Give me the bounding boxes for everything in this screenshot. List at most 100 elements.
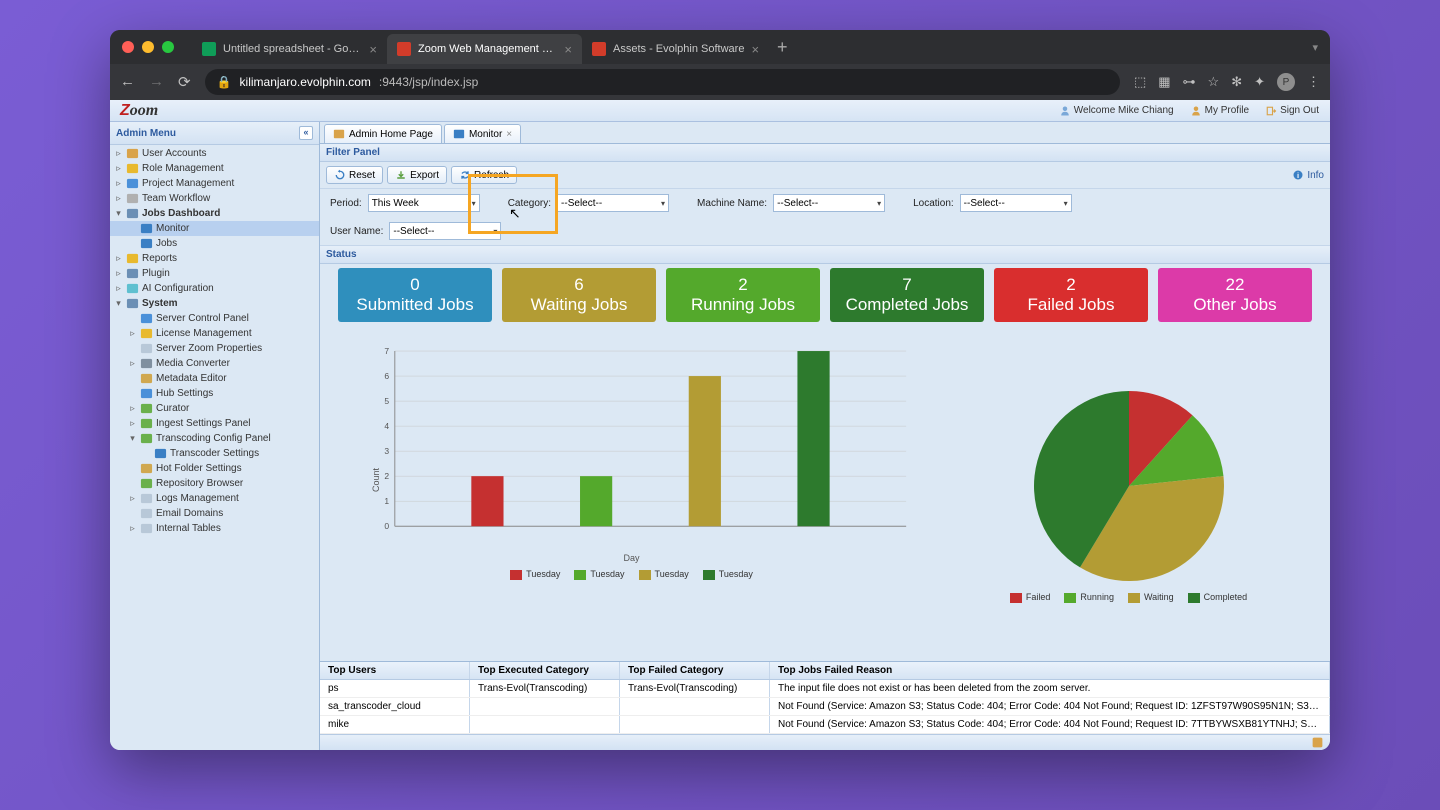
back-button[interactable]: ← bbox=[120, 73, 135, 91]
reset-button[interactable]: Reset bbox=[326, 166, 383, 184]
period-select[interactable]: This Week bbox=[368, 194, 480, 212]
nav-item[interactable]: ▹Plugin bbox=[110, 266, 319, 281]
filter-panel-title: Filter Panel bbox=[320, 144, 1330, 162]
location-select[interactable]: --Select-- bbox=[960, 194, 1072, 212]
sidebar-collapse-button[interactable]: « bbox=[299, 126, 313, 140]
new-tab-button[interactable]: + bbox=[769, 37, 796, 58]
my-profile-link[interactable]: My Profile bbox=[1183, 102, 1256, 120]
app-header: Zoom Welcome Mike Chiang My Profile Sign… bbox=[110, 100, 1330, 122]
ext-icon[interactable]: ✻ bbox=[1231, 74, 1242, 90]
column-header[interactable]: Top Failed Category bbox=[620, 662, 770, 679]
nav-item[interactable]: ▹License Management bbox=[110, 326, 319, 341]
status-bar bbox=[320, 734, 1330, 750]
nav-item[interactable]: ▹Reports bbox=[110, 251, 319, 266]
nav-item[interactable]: Server Control Panel bbox=[110, 311, 319, 326]
browser-tab[interactable]: Zoom Web Management Conso× bbox=[387, 34, 582, 64]
column-header[interactable]: Top Executed Category bbox=[470, 662, 620, 679]
menu-icon[interactable]: ⋮ bbox=[1307, 74, 1320, 90]
period-label: Period: bbox=[330, 198, 362, 209]
nav-item[interactable]: ▹Internal Tables bbox=[110, 521, 319, 536]
address-bar[interactable]: 🔒 kilimanjaro.evolphin.com:9443/jsp/inde… bbox=[205, 69, 1120, 95]
nav-item[interactable]: Jobs bbox=[110, 236, 319, 251]
app-logo: Zoom bbox=[114, 102, 158, 120]
sidebar-title: Admin Menu « bbox=[110, 122, 319, 145]
refresh-button[interactable]: Refresh bbox=[451, 166, 517, 184]
star-icon[interactable]: ☆ bbox=[1208, 74, 1220, 90]
location-label: Location: bbox=[913, 198, 954, 209]
browser-tab-strip: Untitled spreadsheet - Google×Zoom Web M… bbox=[192, 30, 769, 64]
nav-item[interactable]: ▹Project Management bbox=[110, 176, 319, 191]
nav-item[interactable]: ▹Logs Management bbox=[110, 491, 319, 506]
nav-item[interactable]: ▹Role Management bbox=[110, 161, 319, 176]
browser-tab[interactable]: Untitled spreadsheet - Google× bbox=[192, 34, 387, 64]
export-button[interactable]: Export bbox=[387, 166, 447, 184]
status-card[interactable]: 6Waiting Jobs bbox=[502, 268, 656, 322]
nav-item[interactable]: ▹Media Converter bbox=[110, 356, 319, 371]
nav-item[interactable]: Repository Browser bbox=[110, 476, 319, 491]
svg-text:1: 1 bbox=[384, 496, 389, 506]
info-link[interactable]: iInfo bbox=[1292, 169, 1324, 181]
column-header[interactable]: Top Users bbox=[320, 662, 470, 679]
pie-chart: FailedRunningWaitingCompleted bbox=[945, 336, 1312, 653]
svg-text:4: 4 bbox=[384, 421, 389, 431]
nav-item[interactable]: ▾System bbox=[110, 296, 319, 311]
bottom-table: Top UsersTop Executed CategoryTop Failed… bbox=[320, 661, 1330, 734]
svg-text:6: 6 bbox=[384, 371, 389, 381]
status-card[interactable]: 2Failed Jobs bbox=[994, 268, 1148, 322]
status-card[interactable]: 22Other Jobs bbox=[1158, 268, 1312, 322]
filter-fields: Period:This Week Category:--Select-- Mac… bbox=[320, 189, 1330, 246]
nav-item[interactable]: Transcoder Settings bbox=[110, 446, 319, 461]
pie-legend: FailedRunningWaitingCompleted bbox=[1010, 592, 1247, 603]
user-select[interactable]: --Select-- bbox=[389, 222, 501, 240]
machine-select[interactable]: --Select-- bbox=[773, 194, 885, 212]
status-title: Status bbox=[320, 246, 1330, 264]
nav-item[interactable]: Monitor bbox=[110, 221, 319, 236]
nav-item[interactable]: ▹Ingest Settings Panel bbox=[110, 416, 319, 431]
table-body: psTrans-Evol(Transcoding)Trans-Evol(Tran… bbox=[320, 680, 1330, 734]
bar-chart: Count 01234567 Day TuesdayTuesdayTuesday… bbox=[338, 336, 925, 653]
traffic-lights[interactable] bbox=[122, 41, 174, 53]
key-icon[interactable]: ⊶ bbox=[1183, 74, 1196, 90]
nav-item[interactable]: ▾Transcoding Config Panel bbox=[110, 431, 319, 446]
status-card[interactable]: 0Submitted Jobs bbox=[338, 268, 492, 322]
browser-toolbar: ← → ⟳ 🔒 kilimanjaro.evolphin.com:9443/js… bbox=[110, 64, 1330, 100]
cast-icon[interactable]: ⬚ bbox=[1134, 74, 1146, 90]
status-card[interactable]: 7Completed Jobs bbox=[830, 268, 984, 322]
puzzle-icon[interactable]: ✦ bbox=[1254, 74, 1265, 90]
machine-label: Machine Name: bbox=[697, 198, 767, 209]
filter-toolbar: Reset Export Refresh iInfo bbox=[320, 162, 1330, 189]
bar-chart-svg: 01234567 bbox=[338, 336, 925, 546]
main-content: Admin Home PageMonitor× Filter Panel Res… bbox=[320, 122, 1330, 750]
url-rest: :9443/jsp/index.jsp bbox=[379, 75, 478, 89]
pie-chart-svg bbox=[1029, 386, 1229, 586]
bar-legend: TuesdayTuesdayTuesdayTuesday bbox=[338, 569, 925, 580]
nav-item[interactable]: Hot Folder Settings bbox=[110, 461, 319, 476]
browser-tab[interactable]: Assets - Evolphin Software× bbox=[582, 34, 769, 64]
column-header[interactable]: Top Jobs Failed Reason bbox=[770, 662, 1330, 679]
chevron-down-icon[interactable]: ▾ bbox=[1312, 41, 1318, 54]
nav-item[interactable]: ▹User Accounts bbox=[110, 146, 319, 161]
reload-button[interactable]: ⟳ bbox=[178, 73, 191, 91]
apps-icon[interactable]: ▦ bbox=[1158, 74, 1170, 90]
table-row: sa_transcoder_cloudNot Found (Service: A… bbox=[320, 698, 1330, 716]
titlebar: Untitled spreadsheet - Google×Zoom Web M… bbox=[110, 30, 1330, 64]
nav-item[interactable]: Metadata Editor bbox=[110, 371, 319, 386]
x-axis-label: Day bbox=[338, 553, 925, 563]
nav-item[interactable]: ▹Curator bbox=[110, 401, 319, 416]
status-card[interactable]: 2Running Jobs bbox=[666, 268, 820, 322]
main-tab[interactable]: Admin Home Page bbox=[324, 124, 442, 143]
nav-item[interactable]: Email Domains bbox=[110, 506, 319, 521]
nav-item[interactable]: ▾Jobs Dashboard bbox=[110, 206, 319, 221]
category-select[interactable]: --Select-- bbox=[557, 194, 669, 212]
svg-text:i: i bbox=[1297, 171, 1299, 180]
profile-avatar[interactable]: P bbox=[1277, 73, 1295, 91]
status-cards: 0Submitted Jobs6Waiting Jobs2Running Job… bbox=[320, 264, 1330, 328]
nav-item[interactable]: Hub Settings bbox=[110, 386, 319, 401]
sign-out-link[interactable]: Sign Out bbox=[1258, 102, 1326, 120]
nav-item[interactable]: ▹Team Workflow bbox=[110, 191, 319, 206]
forward-button[interactable]: → bbox=[149, 73, 164, 91]
main-tab[interactable]: Monitor× bbox=[444, 124, 521, 143]
nav-item[interactable]: ▹AI Configuration bbox=[110, 281, 319, 296]
nav-item[interactable]: Server Zoom Properties bbox=[110, 341, 319, 356]
app-frame: Zoom Welcome Mike Chiang My Profile Sign… bbox=[110, 100, 1330, 750]
